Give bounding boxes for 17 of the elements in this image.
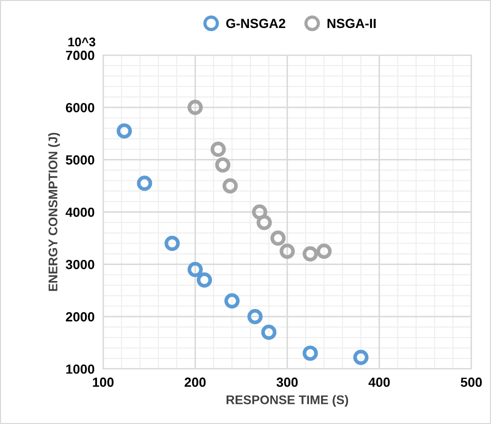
x-tick-label: 500 — [460, 378, 482, 387]
y-tick-label: 2000 — [66, 312, 94, 322]
legend-label: G-NSGA2 — [226, 18, 286, 28]
x-tick-label: 300 — [276, 378, 298, 387]
y-tick-label: 6000 — [66, 102, 94, 112]
y-tick-label: 5000 — [66, 155, 94, 165]
y-tick-label: 7000 — [66, 50, 94, 60]
x-tick-label: 200 — [184, 378, 206, 387]
text: 10^3 — [68, 38, 96, 46]
y-axis-title: ENERGY CONSMPTION (J) — [48, 132, 60, 291]
y-tick-label: 3000 — [66, 260, 94, 270]
y-tick-label: 1000 — [66, 364, 94, 374]
y-tick-label: 4000 — [66, 208, 94, 217]
x-tick-label: 400 — [368, 378, 390, 387]
x-tick-label: 100 — [92, 378, 114, 387]
legend-label: NSGA-II — [328, 18, 376, 28]
x-axis-title: RESPONSE TIME (S) — [226, 395, 348, 407]
